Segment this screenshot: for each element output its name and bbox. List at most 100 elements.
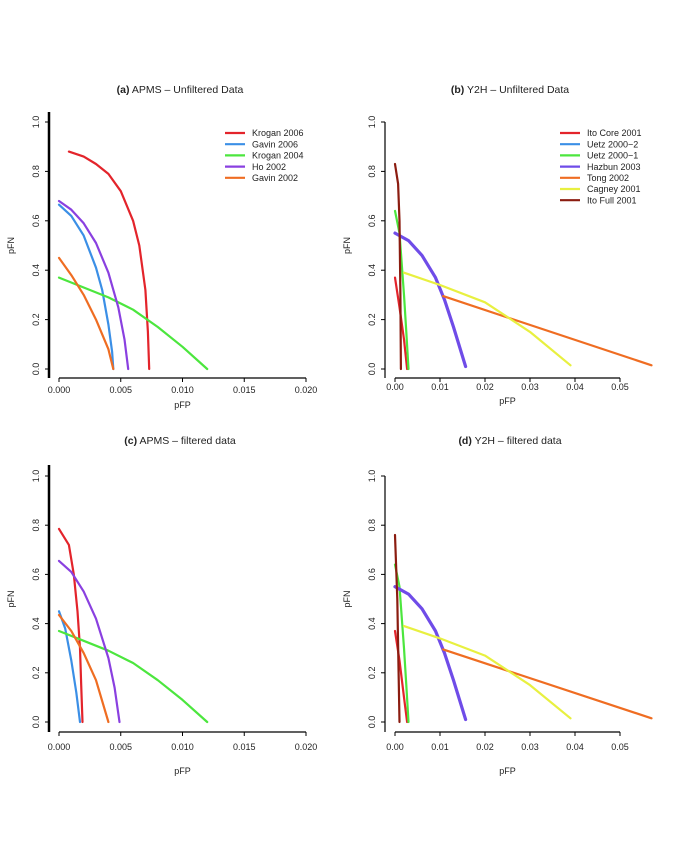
x-tick-label: 0.020 — [295, 742, 318, 752]
y-axis-label: pFN — [6, 237, 16, 254]
y-tick-label: 1.0 — [367, 116, 377, 129]
y-tick-label: 0.0 — [31, 363, 41, 376]
x-tick-label: 0.04 — [566, 742, 584, 752]
x-tick-label: 0.05 — [611, 742, 629, 752]
y-tick-label: 1.0 — [367, 470, 377, 483]
series-line-uetz-2000-1 — [393, 209, 410, 371]
chart-title: (a) APMS – Unfiltered Data — [117, 84, 244, 96]
y-tick-label: 0.4 — [31, 264, 41, 277]
y-tick-label: 0.2 — [31, 667, 41, 680]
panel-label: (d) — [458, 435, 471, 447]
chart-title: (d) Y2H – filtered data — [458, 435, 561, 447]
y-tick-label: 0.6 — [31, 215, 41, 228]
y-tick-label: 1.0 — [31, 116, 41, 129]
legend-label: Gavin 2002 — [252, 173, 298, 183]
x-tick-label: 0.01 — [431, 382, 449, 392]
y-tick-label: 0.8 — [31, 519, 41, 532]
x-tick-label: 0.04 — [566, 382, 584, 392]
series-line-tong-2002 — [442, 648, 653, 720]
y-axis-label: pFN — [342, 237, 352, 254]
x-tick-label: 0.02 — [476, 382, 494, 392]
y-tick-label: 0.8 — [31, 165, 41, 178]
legend-label: Uetz 2000−2 — [587, 139, 638, 149]
x-tick-label: 0.010 — [171, 742, 194, 752]
y-tick-label: 0.6 — [367, 215, 377, 228]
y-tick-label: 0.8 — [367, 519, 377, 532]
legend-label: Ito Full 2001 — [587, 195, 637, 205]
title-text: Y2H – Unfiltered Data — [467, 84, 569, 96]
title-text: Y2H – filtered data — [475, 435, 562, 447]
legend-label: Uetz 2000−1 — [587, 151, 638, 161]
legend-label: Cagney 2001 — [587, 184, 641, 194]
x-tick-label: 0.01 — [431, 742, 449, 752]
x-tick-label: 0.015 — [233, 742, 256, 752]
x-axis-label: pFP — [174, 766, 191, 776]
y-tick-label: 0.2 — [367, 313, 377, 326]
series-line-hazbun-2003 — [393, 231, 468, 369]
y-tick-label: 0.4 — [367, 264, 377, 277]
legend-label: Tong 2002 — [587, 173, 629, 183]
legend-label: Krogan 2006 — [252, 128, 304, 138]
y-axis-label: pFN — [6, 590, 16, 607]
series-line-krogan-2004 — [57, 276, 209, 371]
series-line-tong-2002 — [442, 295, 653, 367]
legend-label: Gavin 2006 — [252, 139, 298, 149]
title-text: APMS – filtered data — [139, 435, 235, 447]
legend-label: Ito Core 2001 — [587, 128, 642, 138]
series-line-krogan-2006 — [57, 527, 84, 724]
panel-label: (b) — [451, 84, 464, 96]
chart-panel-b: (b) Y2H – Unfiltered Data 0.0 0.2 0.4 0.6 0.8… — [342, 84, 653, 406]
chart-title: (c) APMS – filtered data — [124, 435, 236, 447]
x-axis-label: pFP — [499, 766, 516, 776]
x-tick-label: 0.05 — [611, 382, 629, 392]
series-line-cagney-2001 — [402, 624, 572, 720]
x-axis-label: pFP — [499, 396, 516, 406]
y-tick-label: 1.0 — [31, 470, 41, 483]
series-line-ito-core-2001 — [393, 276, 409, 371]
x-tick-label: 0.015 — [233, 385, 256, 395]
panel-label: (c) — [124, 435, 137, 447]
y-tick-label: 0.0 — [367, 716, 377, 729]
x-tick-label: 0.010 — [171, 385, 194, 395]
series-line-gavin-2006 — [57, 203, 115, 371]
x-tick-label: 0.020 — [295, 385, 318, 395]
x-axis-label: pFP — [174, 400, 191, 410]
chart-panel-a: (a) APMS – Unfiltered Data 0.0 0.2 0.4 0.6 0.… — [6, 84, 317, 410]
series-line-uetz-2000-1 — [393, 563, 410, 724]
chart-panel-d: (d) Y2H – filtered data 0.0 0.2 0.4 0.6 0.8 1.… — [342, 435, 653, 776]
series-line-ho-2002 — [57, 199, 130, 371]
legend-label: Ho 2002 — [252, 162, 286, 172]
x-tick-label: 0.03 — [521, 382, 539, 392]
x-tick-label: 0.00 — [386, 382, 404, 392]
chart-title: (b) Y2H – Unfiltered Data — [451, 84, 569, 96]
x-tick-label: 0.005 — [109, 385, 132, 395]
x-tick-label: 0.000 — [48, 385, 71, 395]
legend-label: Hazbun 2003 — [587, 162, 641, 172]
y-tick-label: 0.4 — [31, 617, 41, 630]
series-line-ito-full-2001 — [393, 533, 401, 724]
series-line-gavin-2002 — [57, 613, 110, 724]
series-line-cagney-2001 — [402, 271, 572, 367]
y-tick-label: 0.6 — [367, 568, 377, 581]
x-tick-label: 0.02 — [476, 742, 494, 752]
series-line-gavin-2002 — [57, 256, 115, 371]
x-tick-label: 0.005 — [109, 742, 132, 752]
series-line-krogan-2004 — [57, 629, 209, 724]
y-axis-label: pFN — [342, 590, 352, 607]
series-line-ito-full-2001 — [393, 162, 402, 371]
x-tick-label: 0.03 — [521, 742, 539, 752]
y-tick-label: 0.8 — [367, 165, 377, 178]
y-tick-label: 0.4 — [367, 617, 377, 630]
y-tick-label: 0.0 — [367, 363, 377, 376]
y-tick-label: 0.0 — [31, 716, 41, 729]
y-tick-label: 0.2 — [367, 667, 377, 680]
x-tick-label: 0.000 — [48, 742, 71, 752]
title-text: APMS – Unfiltered Data — [132, 84, 244, 96]
series-line-krogan-2006 — [67, 150, 151, 371]
panel-label: (a) — [117, 84, 130, 96]
x-tick-label: 0.00 — [386, 742, 404, 752]
legend-label: Krogan 2004 — [252, 151, 304, 161]
